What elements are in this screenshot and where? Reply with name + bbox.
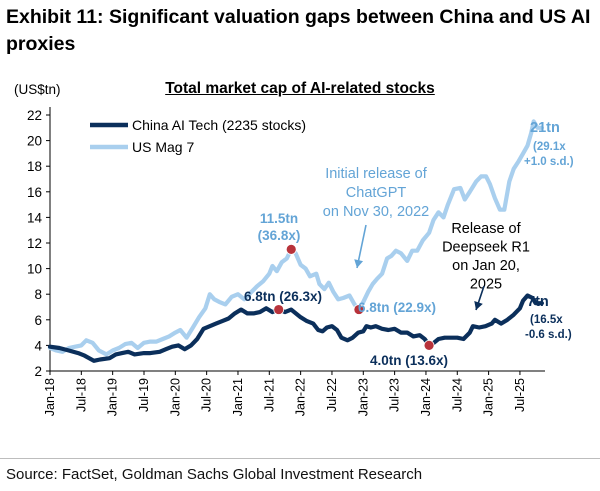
x-tick-label: Jul-25 (513, 378, 527, 412)
y-tick-label: 14 (27, 210, 43, 225)
series-layer (47, 119, 544, 363)
x-tick-label: Jul-23 (388, 378, 402, 412)
annotation-chatgpt: Initial release of (325, 166, 428, 182)
annotation-us-end: +1.0 s.d.) (524, 156, 574, 168)
y-tick-label: 2 (34, 364, 42, 379)
annotation-china-end: (16.5x (530, 314, 563, 326)
annotation-us-end: (29.1x (533, 141, 566, 153)
x-tick-label: Jan-22 (294, 378, 308, 416)
x-tick-label: Jan-24 (419, 378, 433, 416)
legend-label-us-mag-7: US Mag 7 (132, 139, 194, 155)
footer-divider (0, 458, 600, 459)
x-tick-label: Jan-18 (43, 378, 57, 416)
annotation-deepseek: Deepseek R1 (442, 240, 530, 256)
annotation-china-trough: 4.0tn (13.6x) (370, 353, 448, 368)
annotation-china-end: -0.6 s.d.) (525, 329, 572, 341)
y-tick-label: 18 (27, 159, 42, 174)
annotation-deepseek: on Jan 20, (452, 258, 520, 274)
source-note: Source: FactSet, Goldman Sachs Global In… (6, 466, 423, 483)
x-tick-label: Jan-23 (356, 378, 370, 416)
annotation-china-end: 7tn (527, 294, 549, 310)
x-tick-label: Jan-19 (106, 378, 120, 416)
x-tick-label: Jul-18 (74, 378, 88, 412)
chart-canvas: 2 4 6 8 10 12 14 16 18 20 22 Jan-18 Jul-18 Jan-19 Jul-… (27, 107, 574, 416)
marker-layer (273, 243, 435, 351)
annotation-us-peak: 11.5tn (260, 211, 298, 226)
chart-legend: China AI Tech (2235 stocks) US Mag 7 (90, 117, 306, 155)
x-tick-label: Jan-25 (482, 378, 496, 416)
y-tick-label: 12 (27, 236, 42, 251)
x-tick-label: Jan-20 (168, 378, 182, 416)
chart-axes: 2 4 6 8 10 12 14 16 18 20 22 Jan-18 Jul-18 Jan-19 Jul-… (27, 107, 545, 416)
x-tick-label: Jan-21 (231, 378, 245, 416)
annotation-us-trough: 6.8tn (22.9x) (358, 300, 436, 315)
y-tick-label: 6 (34, 313, 42, 328)
x-tick-label: Jul-19 (137, 378, 151, 412)
x-tick-label: Jul-20 (200, 378, 214, 412)
series-line-china-ai-tech (47, 293, 544, 363)
x-tick-label: Jul-21 (262, 378, 276, 412)
y-tick-label: 10 (27, 262, 42, 277)
x-tick-label: Jul-24 (450, 378, 464, 412)
arrow-deepseek-head (474, 300, 483, 310)
annotation-deepseek: Release of (451, 221, 521, 237)
y-tick-label: 8 (34, 287, 42, 302)
series-line-us-mag-7 (47, 119, 544, 357)
arrow-chatgpt-head (354, 259, 364, 268)
x-tick-label: Jul-22 (325, 378, 339, 412)
annotation-china-peak: 6.8tn (26.3x) (244, 289, 322, 304)
y-tick-label: 4 (34, 338, 42, 353)
highlight-point (273, 304, 285, 315)
annotation-chatgpt: ChatGPT (346, 185, 407, 201)
y-tick-label: 22 (27, 108, 42, 123)
y-tick-label: 20 (27, 134, 42, 149)
y-axis-unit-label: (US$tn) (14, 82, 61, 97)
annotation-deepseek: 2025 (470, 277, 502, 293)
exhibit-title: Exhibit 11: Significant valuation gaps b… (6, 6, 591, 55)
highlight-point (423, 339, 435, 351)
annotation-layer: 11.5tn (36.8x) 6.8tn (26.3x) 6.8tn (22.9x) 4… (244, 120, 574, 368)
y-tick-label: 16 (27, 185, 42, 200)
annotation-chatgpt: on Nov 30, 2022 (323, 204, 429, 220)
highlight-point (353, 304, 365, 315)
annotation-us-end: 21tn (530, 120, 560, 136)
annotation-us-peak: (36.8x) (258, 228, 301, 243)
chart-title: Total market cap of AI-related stocks (165, 80, 435, 97)
legend-label-china-ai-tech: China AI Tech (2235 stocks) (132, 117, 306, 133)
highlight-point (285, 243, 297, 255)
